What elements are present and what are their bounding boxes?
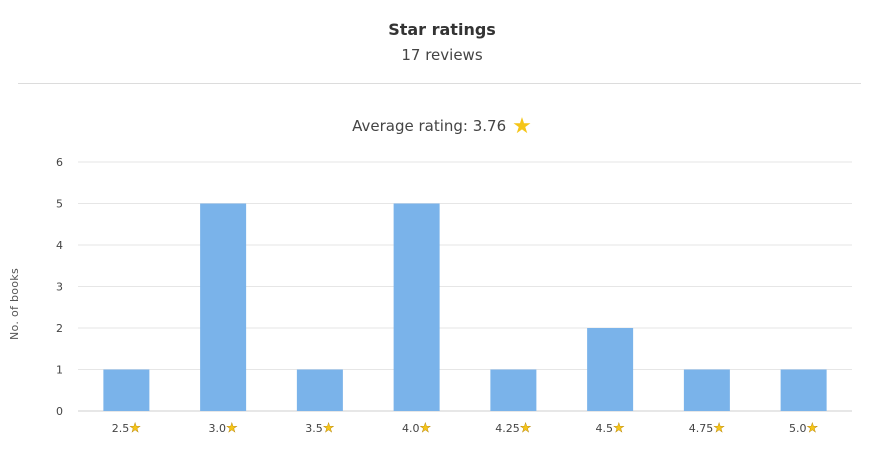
y-tick-label: 2: [56, 322, 63, 335]
x-tick-label: 4.5★: [596, 421, 625, 436]
y-tick-label: 0: [56, 405, 63, 418]
average-rating-label: Average rating: 3.76: [352, 117, 507, 135]
bar-3.0: [200, 203, 247, 411]
bar-4.5: [587, 328, 634, 411]
star-icon: ★: [520, 421, 532, 436]
x-tick-label: 4.75★: [689, 421, 725, 436]
bar-4.0: [393, 203, 440, 411]
x-tick-label: 3.0★: [209, 421, 238, 436]
x-tick-label: 4.25★: [495, 421, 531, 436]
star-icon: ★: [420, 421, 432, 436]
star-icon: ★: [129, 421, 141, 436]
bar-4.25: [490, 369, 537, 411]
y-tick-label: 3: [56, 281, 63, 294]
star-icon: ★: [807, 421, 819, 436]
x-tick-label: 2.5★: [112, 421, 141, 436]
bar-2.5: [103, 369, 150, 411]
x-tick-label: 3.5★: [305, 421, 334, 436]
y-tick-label: 4: [56, 239, 63, 252]
star-icon: ★: [323, 421, 335, 436]
bar-5.0: [780, 369, 827, 411]
review-count: 17 reviews: [401, 46, 483, 64]
y-tick-label: 6: [56, 156, 63, 169]
bar-4.75: [683, 369, 730, 411]
y-tick-label: 5: [56, 198, 63, 211]
star-icon: ★: [713, 421, 725, 436]
bar-3.5: [296, 369, 343, 411]
y-tick-label: 1: [56, 364, 63, 377]
divider: [18, 83, 861, 84]
x-tick-label: 5.0★: [789, 421, 818, 436]
x-tick-label: 4.0★: [402, 421, 431, 436]
star-icon: ★: [512, 114, 532, 139]
star-icon: ★: [226, 421, 238, 436]
average-rating: Average rating: 3.76 ★: [0, 114, 884, 139]
chart-title: Star ratings: [388, 20, 496, 39]
star-icon: ★: [613, 421, 625, 436]
